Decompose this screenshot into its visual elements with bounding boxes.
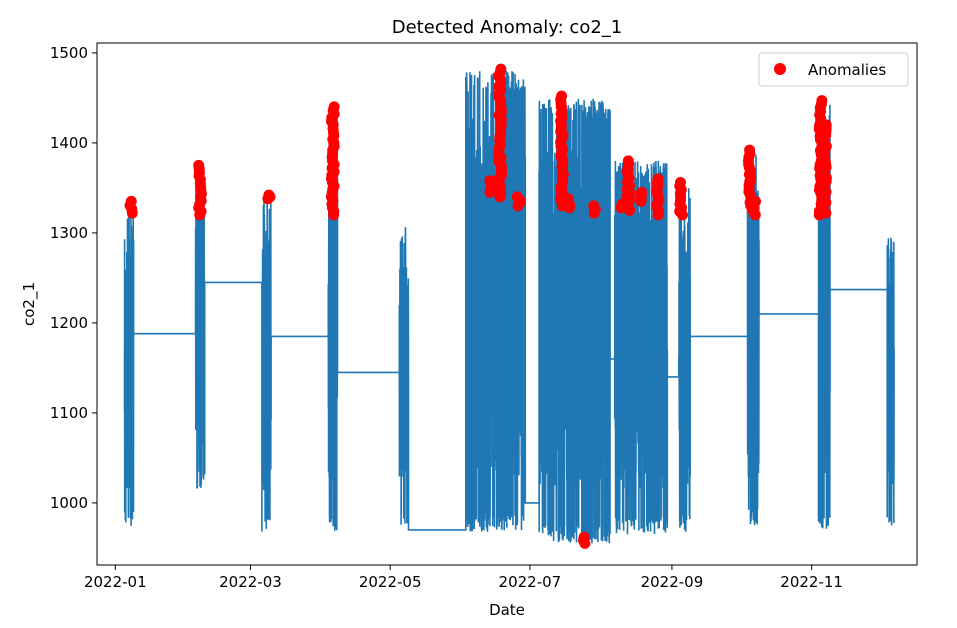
x-tick-label: 2022-09 bbox=[641, 573, 704, 591]
legend: Anomalies bbox=[758, 52, 909, 87]
x-axis: 2022-01 2022-03 2022-05 2022-07 2022-09 2022-… bbox=[84, 565, 843, 591]
legend-marker bbox=[774, 63, 786, 75]
anomaly-point bbox=[328, 101, 340, 113]
anomaly-point bbox=[636, 186, 648, 198]
anomaly-point bbox=[652, 173, 664, 185]
y-axis: 1000 1100 1200 1300 1400 1500 bbox=[50, 44, 97, 512]
anomaly-point bbox=[578, 531, 590, 543]
anomaly-point bbox=[820, 119, 832, 131]
anomaly-point bbox=[562, 193, 574, 205]
x-tick-label: 2022-11 bbox=[780, 573, 843, 591]
anomaly-point bbox=[511, 191, 523, 203]
anomaly-point bbox=[556, 90, 568, 102]
y-tick-label: 1000 bbox=[50, 494, 88, 512]
plot-frame bbox=[96, 42, 918, 566]
x-axis-label: Date bbox=[489, 601, 525, 619]
x-tick-label: 2022-07 bbox=[499, 573, 562, 591]
anomaly-points bbox=[124, 63, 832, 549]
anomaly-point bbox=[263, 189, 275, 201]
anomaly-point bbox=[125, 195, 137, 207]
plot-area bbox=[123, 63, 895, 549]
anomaly-point bbox=[675, 177, 686, 188]
anomaly-point bbox=[495, 63, 507, 75]
legend-label: Anomalies bbox=[808, 61, 886, 79]
y-axis-label: co2_1 bbox=[20, 282, 39, 326]
anomaly-point bbox=[816, 95, 828, 107]
y-tick-label: 1200 bbox=[50, 314, 88, 332]
x-tick-label: 2022-05 bbox=[359, 573, 422, 591]
anomaly-point bbox=[750, 195, 761, 207]
anomaly-point bbox=[484, 175, 496, 187]
y-tick-label: 1400 bbox=[50, 134, 88, 152]
y-tick-label: 1500 bbox=[50, 44, 88, 62]
anomaly-point bbox=[744, 144, 756, 156]
line-series bbox=[123, 70, 895, 544]
co2-line bbox=[123, 70, 895, 544]
legend-box bbox=[758, 52, 909, 87]
x-tick-label: 2022-03 bbox=[219, 573, 282, 591]
y-tick-label: 1100 bbox=[50, 404, 88, 422]
y-tick-label: 1300 bbox=[50, 224, 88, 242]
anomaly-point bbox=[622, 155, 634, 167]
anomaly-point bbox=[588, 200, 600, 212]
x-tick-label: 2022-01 bbox=[84, 573, 147, 591]
anomaly-point bbox=[193, 159, 205, 171]
chart-title: Detected Anomaly: co2_1 bbox=[392, 17, 622, 38]
